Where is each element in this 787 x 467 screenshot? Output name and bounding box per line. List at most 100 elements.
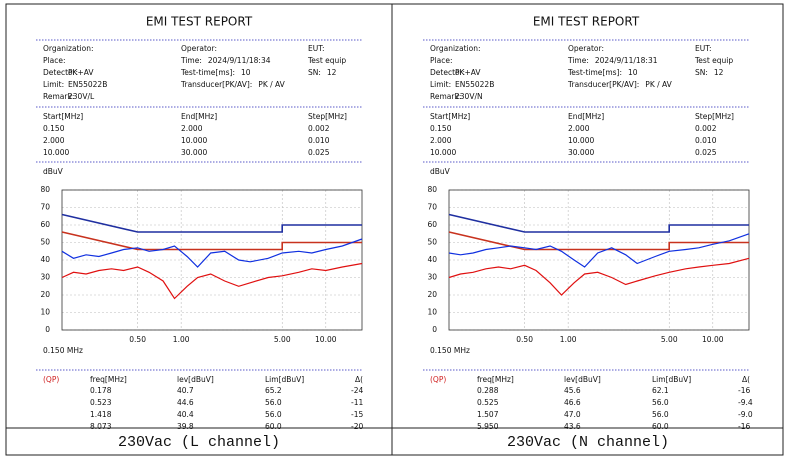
info-value: PK+AV bbox=[68, 68, 94, 77]
results-header: freq[MHz] bbox=[477, 375, 514, 384]
info-label: Test equip bbox=[307, 56, 346, 65]
range-header: Start[MHz] bbox=[430, 112, 470, 121]
info-value: 10 bbox=[628, 68, 638, 77]
x-tick-label: 5.00 bbox=[661, 335, 678, 344]
info-label: Transducer[PK/AV]: bbox=[180, 80, 252, 89]
results-cell: 56.0 bbox=[265, 398, 282, 407]
results-cell: 65.2 bbox=[265, 386, 282, 395]
trace bbox=[448, 231, 749, 251]
info-value: 10 bbox=[241, 68, 251, 77]
info-label: Test equip bbox=[694, 56, 733, 65]
y-tick-label: 0 bbox=[45, 325, 50, 334]
results-cell: 56.0 bbox=[652, 410, 669, 419]
results-cell: 40.4 bbox=[177, 410, 194, 419]
info-label: Operator: bbox=[568, 44, 604, 53]
results-cell: -15 bbox=[351, 410, 363, 419]
x-tick-label: 5.00 bbox=[274, 335, 291, 344]
results-cell: 56.0 bbox=[652, 398, 669, 407]
y-tick-label: 40 bbox=[40, 255, 50, 264]
info-label: Time: bbox=[567, 56, 589, 65]
results-cell: -16 bbox=[738, 422, 750, 431]
x-tick-label: 10.00 bbox=[702, 335, 724, 344]
range-cell: 0.002 bbox=[308, 124, 330, 133]
results-cell: 60.0 bbox=[265, 422, 282, 431]
info-label: Test-time[ms]: bbox=[180, 68, 235, 77]
results-cell: 60.0 bbox=[652, 422, 669, 431]
results-cell: 47.0 bbox=[564, 410, 581, 419]
info-label: Remark: bbox=[430, 92, 461, 101]
trace bbox=[448, 213, 749, 233]
caption: 230Vac (L channel) bbox=[118, 434, 280, 451]
info-value: 230V/N bbox=[455, 92, 483, 101]
info-value: 12 bbox=[327, 68, 337, 77]
range-cell: 10.000 bbox=[430, 148, 456, 157]
range-cell: 30.000 bbox=[568, 148, 594, 157]
info-value: PK / AV bbox=[258, 80, 285, 89]
results-cell: -20 bbox=[351, 422, 363, 431]
info-value: 12 bbox=[714, 68, 724, 77]
range-cell: 2.000 bbox=[568, 124, 590, 133]
results-cell: 45.6 bbox=[564, 386, 581, 395]
plot-frame bbox=[61, 189, 363, 331]
results-cell: 46.6 bbox=[564, 398, 581, 407]
info-label: Limit: bbox=[43, 80, 64, 89]
y-tick-label: 80 bbox=[427, 185, 437, 194]
trace bbox=[448, 233, 750, 268]
range-header: End[MHz] bbox=[568, 112, 604, 121]
results-cell: 43.6 bbox=[564, 422, 581, 431]
results-header: Δ( bbox=[742, 375, 750, 384]
info-value: 2024/9/11/18:34 bbox=[208, 56, 271, 65]
range-cell: 0.150 bbox=[43, 124, 65, 133]
trace bbox=[61, 238, 363, 268]
trace bbox=[448, 257, 750, 296]
results-cell: 40.7 bbox=[177, 386, 194, 395]
results-cell: 39.8 bbox=[177, 422, 194, 431]
info-label: Remark: bbox=[43, 92, 74, 101]
results-header: lev[dBuV] bbox=[177, 375, 214, 384]
results-cell: -9.4 bbox=[738, 398, 753, 407]
info-value: 2024/9/11/18:31 bbox=[595, 56, 658, 65]
x-tick-label: 10.00 bbox=[315, 335, 337, 344]
results-header: Lim[dBuV] bbox=[652, 375, 691, 384]
info-label: Detector: bbox=[43, 68, 78, 77]
results-cell: 44.6 bbox=[177, 398, 194, 407]
report-title: EMI TEST REPORT bbox=[533, 15, 640, 29]
y-tick-label: 60 bbox=[427, 220, 437, 229]
results-cell: 0.288 bbox=[477, 386, 499, 395]
trace bbox=[61, 231, 362, 251]
range-cell: 0.002 bbox=[695, 124, 717, 133]
results-header: Δ( bbox=[355, 375, 363, 384]
range-header: Step[MHz] bbox=[308, 112, 347, 121]
info-label: Organization: bbox=[430, 44, 480, 53]
range-cell: 30.000 bbox=[181, 148, 207, 157]
results-cell: -11 bbox=[351, 398, 363, 407]
x-tick-label: 0.50 bbox=[516, 335, 533, 344]
results-header: Lim[dBuV] bbox=[265, 375, 304, 384]
results-header: freq[MHz] bbox=[90, 375, 127, 384]
range-header: Start[MHz] bbox=[43, 112, 83, 121]
info-label: SN: bbox=[308, 68, 321, 77]
y-tick-label: 0 bbox=[432, 325, 437, 334]
range-header: Step[MHz] bbox=[695, 112, 734, 121]
results-cell: 5.950 bbox=[477, 422, 499, 431]
range-cell: 0.010 bbox=[695, 136, 717, 145]
y-tick-label: 30 bbox=[40, 273, 50, 282]
results-cell: 56.0 bbox=[265, 410, 282, 419]
range-header: End[MHz] bbox=[181, 112, 217, 121]
y-tick-label: 40 bbox=[427, 255, 437, 264]
info-label: Place: bbox=[43, 56, 65, 65]
range-cell: 2.000 bbox=[181, 124, 203, 133]
info-label: Detector: bbox=[430, 68, 465, 77]
axis-note: 0.150 MHz bbox=[430, 346, 470, 355]
results-cell: 62.1 bbox=[652, 386, 669, 395]
caption: 230Vac (N channel) bbox=[507, 434, 669, 451]
y-axis-label: dBuV bbox=[43, 167, 64, 176]
info-value: PK / AV bbox=[645, 80, 672, 89]
range-cell: 2.000 bbox=[43, 136, 65, 145]
results-cell: -16 bbox=[738, 386, 750, 395]
results-cell: -9.0 bbox=[738, 410, 753, 419]
results-cell: 1.418 bbox=[90, 410, 112, 419]
y-tick-label: 70 bbox=[40, 203, 50, 212]
results-cell: 0.525 bbox=[477, 398, 499, 407]
